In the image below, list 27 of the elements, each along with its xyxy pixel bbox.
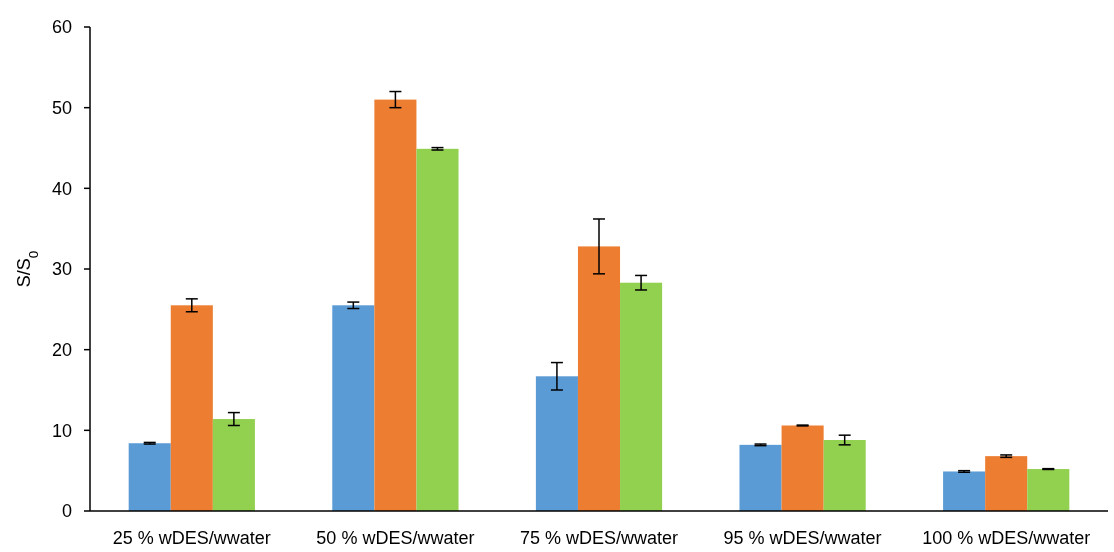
bar: [781, 425, 824, 511]
y-tick-label: 10: [51, 420, 72, 441]
bar: [332, 305, 375, 511]
bar: [535, 376, 578, 511]
bar: [416, 148, 459, 511]
bar: [620, 282, 663, 511]
bar: [1027, 469, 1070, 511]
bar: [374, 99, 417, 511]
y-tick-label: 20: [51, 339, 72, 360]
bar: [212, 419, 255, 511]
x-tick-label: 100 % wDES/wwater: [922, 528, 1091, 548]
y-tick-label: 0: [61, 501, 72, 522]
x-tick-label: 95 % wDES/wwater: [723, 528, 882, 548]
bar: [128, 443, 171, 511]
bar: [577, 246, 621, 511]
x-tick-label: 50 % wDES/wwater: [316, 528, 475, 548]
y-tick-label: 60: [51, 17, 72, 38]
y-tick-label: 50: [51, 97, 72, 118]
bar: [170, 305, 213, 511]
bar: [943, 471, 986, 511]
x-tick-label: 75 % wDES/wwater: [519, 528, 679, 548]
y-tick-label: 30: [51, 259, 72, 280]
y-tick-label: 40: [51, 178, 72, 199]
x-tick-label: 25 % wDES/wwater: [112, 528, 271, 548]
bar: [823, 440, 866, 511]
bar: [985, 456, 1028, 511]
bar: [739, 444, 782, 511]
